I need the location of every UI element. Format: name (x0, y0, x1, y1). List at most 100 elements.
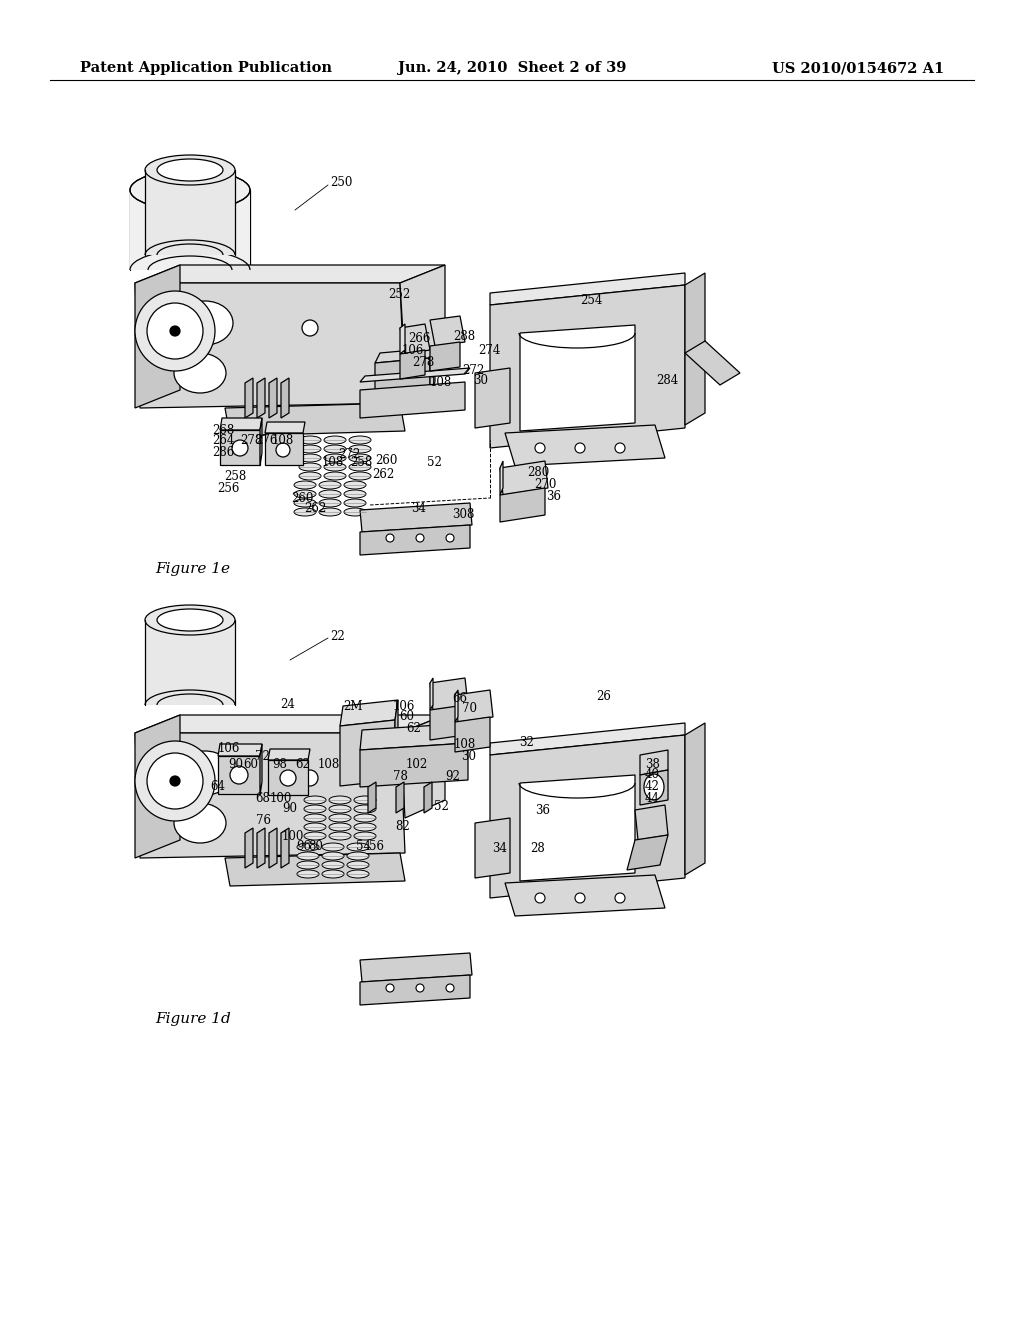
Text: Figure 1d: Figure 1d (155, 1012, 230, 1026)
Polygon shape (475, 368, 510, 428)
Polygon shape (340, 700, 398, 726)
Polygon shape (500, 461, 548, 495)
Polygon shape (218, 756, 260, 795)
Polygon shape (218, 744, 262, 756)
Polygon shape (360, 525, 470, 554)
Ellipse shape (145, 154, 234, 185)
Text: 102: 102 (406, 758, 428, 771)
Polygon shape (260, 418, 262, 465)
Polygon shape (360, 503, 472, 532)
Text: 252: 252 (388, 289, 411, 301)
Text: 108: 108 (272, 434, 294, 447)
Polygon shape (220, 418, 262, 430)
Ellipse shape (575, 444, 585, 453)
Polygon shape (268, 748, 310, 760)
Text: 96: 96 (296, 841, 311, 854)
Text: 108: 108 (454, 738, 476, 751)
Ellipse shape (319, 508, 341, 516)
Ellipse shape (354, 796, 376, 804)
Ellipse shape (232, 440, 248, 455)
Ellipse shape (299, 463, 321, 471)
Text: 284: 284 (656, 375, 678, 388)
Ellipse shape (174, 803, 226, 843)
Ellipse shape (294, 480, 316, 488)
Text: 272: 272 (462, 363, 484, 376)
Text: 308: 308 (452, 508, 474, 521)
Polygon shape (627, 836, 668, 870)
Ellipse shape (354, 805, 376, 813)
Polygon shape (375, 348, 435, 363)
Polygon shape (400, 715, 445, 818)
Text: 54: 54 (356, 841, 371, 854)
Text: 90: 90 (228, 759, 243, 771)
Text: 36: 36 (546, 491, 561, 503)
Ellipse shape (349, 463, 371, 471)
Text: 34: 34 (492, 842, 507, 854)
Text: 278: 278 (412, 355, 434, 368)
Ellipse shape (280, 770, 296, 785)
Ellipse shape (294, 499, 316, 507)
Ellipse shape (130, 170, 250, 210)
Polygon shape (490, 723, 685, 755)
Text: 260: 260 (375, 454, 397, 467)
Ellipse shape (324, 454, 346, 462)
Ellipse shape (145, 605, 234, 635)
Ellipse shape (170, 326, 180, 337)
Polygon shape (265, 433, 303, 465)
Polygon shape (520, 775, 635, 880)
Text: 78: 78 (393, 770, 408, 783)
Text: 254: 254 (580, 294, 602, 308)
Text: 60: 60 (243, 759, 258, 771)
Ellipse shape (446, 535, 454, 543)
Text: 38: 38 (645, 758, 659, 771)
Polygon shape (475, 818, 510, 878)
Ellipse shape (174, 352, 226, 393)
Polygon shape (245, 828, 253, 869)
Ellipse shape (157, 158, 223, 181)
Ellipse shape (147, 752, 203, 809)
Text: 106: 106 (402, 345, 424, 358)
Polygon shape (400, 265, 445, 368)
Polygon shape (360, 953, 472, 982)
Text: 2M: 2M (343, 700, 362, 713)
Polygon shape (245, 378, 253, 418)
Ellipse shape (329, 814, 351, 822)
Polygon shape (400, 323, 406, 354)
Polygon shape (130, 190, 250, 271)
Text: 100: 100 (270, 792, 293, 804)
Text: 22: 22 (330, 630, 345, 643)
Ellipse shape (329, 822, 351, 832)
Text: 250: 250 (330, 176, 352, 189)
Text: US 2010/0154672 A1: US 2010/0154672 A1 (772, 61, 944, 75)
Ellipse shape (319, 499, 341, 507)
Text: 70: 70 (462, 702, 477, 715)
Text: 288: 288 (453, 330, 475, 343)
Ellipse shape (230, 766, 248, 784)
Polygon shape (505, 425, 665, 466)
Text: 108: 108 (430, 376, 453, 389)
Ellipse shape (299, 436, 321, 444)
Polygon shape (135, 265, 445, 282)
Ellipse shape (347, 843, 369, 851)
Text: 258: 258 (224, 470, 246, 483)
Ellipse shape (294, 508, 316, 516)
Polygon shape (360, 975, 470, 1005)
Text: 260: 260 (291, 491, 313, 504)
Ellipse shape (147, 304, 203, 359)
Ellipse shape (322, 870, 344, 878)
Ellipse shape (329, 832, 351, 840)
Text: 34: 34 (411, 502, 426, 515)
Text: 52: 52 (434, 800, 449, 813)
Ellipse shape (177, 301, 233, 345)
Text: 62: 62 (295, 759, 310, 771)
Polygon shape (400, 350, 425, 379)
Text: 262: 262 (304, 502, 327, 515)
Text: 32: 32 (519, 735, 534, 748)
Polygon shape (375, 358, 430, 395)
Text: 100: 100 (282, 829, 304, 842)
Polygon shape (685, 723, 705, 875)
Polygon shape (396, 781, 404, 813)
Text: 266: 266 (408, 333, 430, 346)
Ellipse shape (170, 776, 180, 785)
Polygon shape (360, 368, 470, 381)
